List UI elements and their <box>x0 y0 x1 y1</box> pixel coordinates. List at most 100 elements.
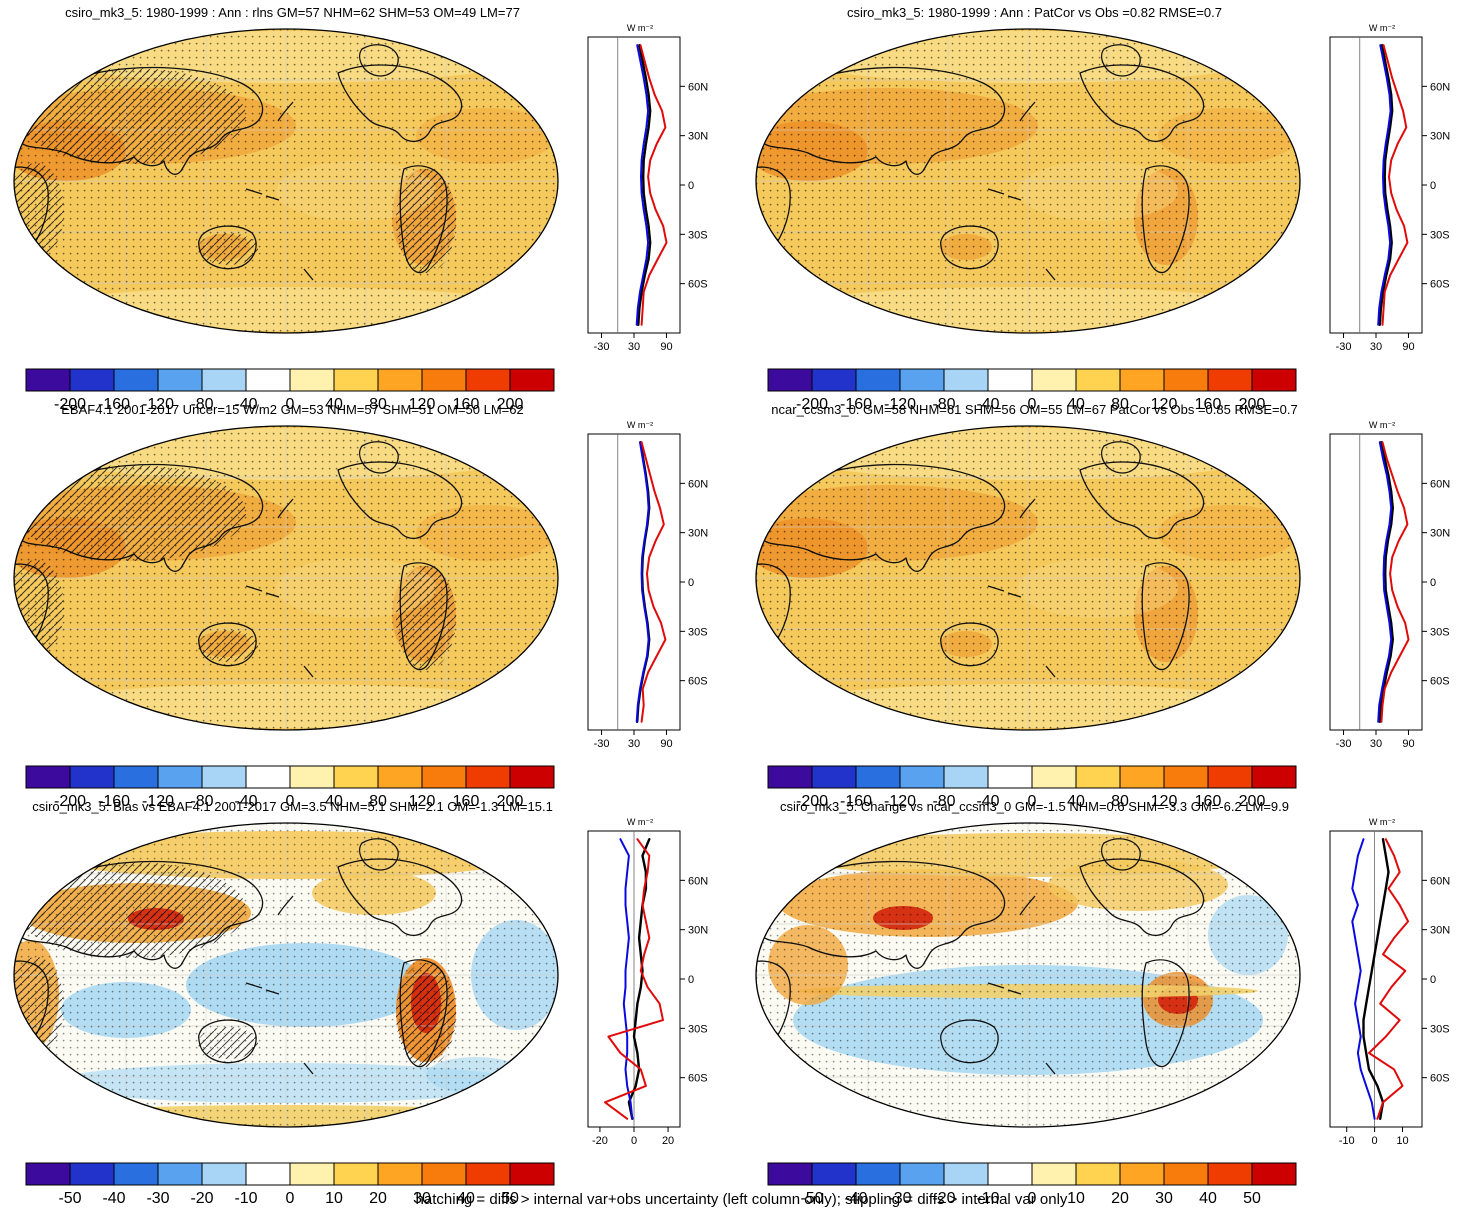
panel-middle-right: ncar_ccsm3_0: GM=58 NHM=61 SHM=56 OM=55 … <box>742 397 1483 810</box>
hatch-overlay <box>16 862 246 958</box>
lat-tick-label: 30N <box>688 925 708 937</box>
colorbar-tick-label: -30 <box>888 1190 911 1207</box>
colorbar-tick-label: 0 <box>286 793 295 810</box>
colorbar-tick-label: 120 <box>1151 396 1178 413</box>
colorbar-segment <box>1251 765 1297 789</box>
colorbar-segment <box>943 368 989 392</box>
zonal-unit-label: W m⁻² <box>627 817 653 827</box>
map-clip-group <box>756 426 1300 730</box>
zonal-mean-chart: W m⁻² 60N 30N 0 30S 60S -20 0 20 <box>587 817 708 1147</box>
colorbar-segment <box>113 368 159 392</box>
colorbar-tick-label: -40 <box>976 396 999 413</box>
colorbar-segment <box>767 765 813 789</box>
lat-tick-label: 30S <box>688 1023 708 1035</box>
stipple-overlay <box>756 29 1300 333</box>
colorbar-segment <box>333 765 379 789</box>
panel-middle-left: EBAF4.1 2001-2017 Uncer=15 W/m2 GM=53 NH… <box>0 397 742 810</box>
lat-tick-label: 30S <box>688 626 708 638</box>
x-tick-label: -30 <box>594 738 610 750</box>
zonal-frame <box>1329 36 1423 334</box>
panel-body: W m⁻² 60N 30N 0 30S 60S -30 30 90 <box>742 418 1483 756</box>
hatch-overlay <box>198 630 258 662</box>
map-outline <box>755 822 1301 1128</box>
panel-body: W m⁻² 60N 30N 0 30S 60S -30 30 90 <box>742 21 1483 359</box>
map-outline <box>13 425 559 731</box>
lat-tick-label: 30N <box>1430 528 1450 540</box>
colorbar: -200 -160 -120 -80 -40 0 40 80 120 160 200 <box>767 368 1297 413</box>
zonal-red-line <box>1381 44 1409 326</box>
x-tick-label: 30 <box>628 341 640 353</box>
colorbar-tick-label: -40 <box>234 793 257 810</box>
colorbar-tick-label: -80 <box>190 793 213 810</box>
map-clip-group <box>756 29 1300 333</box>
colorbar-segment <box>1207 1162 1253 1186</box>
colorbar-tick-label: 200 <box>1239 396 1266 413</box>
colorbar-tick-label: 160 <box>1195 793 1222 810</box>
colorbar-tick-label: -120 <box>884 396 916 413</box>
zonal-unit-label: W m⁻² <box>1369 420 1395 430</box>
world-map <box>13 822 559 1128</box>
lat-tick-label: 60N <box>1430 81 1450 93</box>
colorbar-tick-label: -200 <box>54 396 86 413</box>
colorbar-segment <box>987 368 1033 392</box>
colorbar: -50 -40 -30 -20 -10 0 10 20 30 40 50 <box>25 1162 555 1207</box>
colorbar: -200 -160 -120 -80 -40 0 40 80 120 160 200 <box>767 765 1297 810</box>
colorbar-segment <box>201 1162 247 1186</box>
colorbar-tick-label: -120 <box>884 793 916 810</box>
colorbar-segment <box>855 765 901 789</box>
colorbar-segment <box>1031 368 1077 392</box>
colorbar-segment <box>1075 765 1121 789</box>
colorbar-segment <box>899 368 945 392</box>
colorbar-segment <box>69 368 115 392</box>
zonal-black-line <box>1378 441 1395 723</box>
zonal-red-line <box>604 838 664 1120</box>
colorbar-segment <box>987 765 1033 789</box>
colorbar-tick-label: -40 <box>102 1190 125 1207</box>
colorbar-tick-label: 80 <box>369 396 387 413</box>
panel-body: W m⁻² 60N 30N 0 30S 60S -30 30 90 <box>0 418 742 756</box>
zonal-frame <box>587 433 681 731</box>
lat-tick-label: 60S <box>1430 676 1450 688</box>
colorbar-tick-label: 40 <box>1067 793 1085 810</box>
colorbar-segment <box>465 368 511 392</box>
colorbar-segment <box>1119 765 1165 789</box>
colorbar-segment <box>1075 368 1121 392</box>
colorbar-tick-label: -80 <box>932 396 955 413</box>
zonal-mean-chart: W m⁻² 60N 30N 0 30S 60S -30 30 90 <box>587 420 708 750</box>
x-tick-label: 90 <box>660 341 672 353</box>
colorbar-segment <box>811 765 857 789</box>
colorbar-tick-label: -80 <box>190 396 213 413</box>
world-map <box>755 425 1301 731</box>
colorbar-tick-label: 120 <box>409 793 436 810</box>
zonal-frame <box>587 36 681 334</box>
panel-bottom-left: csiro_mk3_5: Bias vs EBAF4.1 2001-2017 G… <box>0 794 742 1207</box>
colorbar-tick-label: 0 <box>1028 1190 1037 1207</box>
colorbar-tick-label: -40 <box>844 1190 867 1207</box>
colorbar-segment <box>811 368 857 392</box>
colorbar-tick-label: 10 <box>1067 1190 1085 1207</box>
x-tick-label: -30 <box>594 341 610 353</box>
colorbar-tick-label: 120 <box>1151 793 1178 810</box>
colorbar-segment <box>245 765 291 789</box>
stipple-overlay <box>14 426 558 730</box>
colorbar-segment <box>1163 765 1209 789</box>
colorbar-segment <box>377 1162 423 1186</box>
colorbar-tick-label: 10 <box>325 1190 343 1207</box>
map-clip-group <box>14 823 558 1127</box>
colorbar-segment <box>509 368 555 392</box>
colorbar-tick-label: -40 <box>976 793 999 810</box>
colorbar-segment <box>1031 765 1077 789</box>
x-tick-label: 30 <box>1370 341 1382 353</box>
colorbar: -50 -40 -30 -20 -10 0 10 20 30 40 50 <box>767 1162 1297 1207</box>
colorbar-segment <box>289 1162 335 1186</box>
panel-top-right: csiro_mk3_5: 1980-1999 : Ann : PatCor vs… <box>742 0 1483 413</box>
hatch-overlay <box>16 68 246 164</box>
x-tick-label: 90 <box>660 738 672 750</box>
zonal-black-line <box>627 838 651 1120</box>
colorbar-tick-label: -120 <box>142 793 174 810</box>
panel-title: csiro_mk3_5: Bias vs EBAF4.1 2001-2017 G… <box>32 799 553 814</box>
colorbar-tick-label: 40 <box>325 396 343 413</box>
stipple-overlay <box>14 29 558 333</box>
zonal-mean-chart: W m⁻² 60N 30N 0 30S 60S -30 30 90 <box>1329 23 1450 353</box>
x-tick-label: -30 <box>1336 738 1352 750</box>
